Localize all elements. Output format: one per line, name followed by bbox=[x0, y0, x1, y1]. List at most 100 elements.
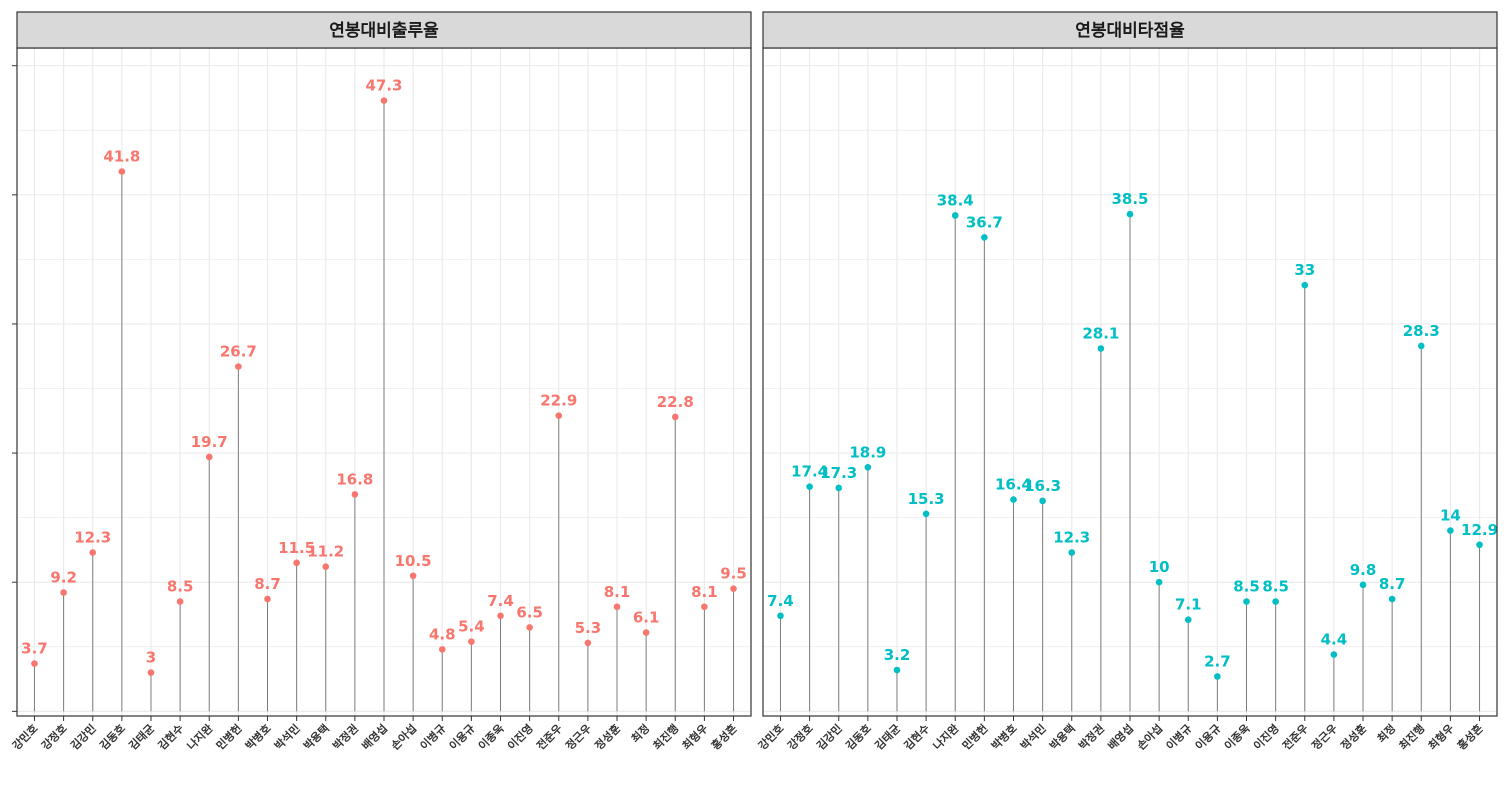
x-tick-label: 손아섭 bbox=[388, 721, 419, 752]
data-label: 17.3 bbox=[820, 464, 857, 482]
x-tick-label: 김동호 bbox=[97, 721, 128, 752]
lollipop-point bbox=[730, 585, 737, 592]
lollipop-point bbox=[613, 603, 621, 611]
x-tick-label: 최진행 bbox=[650, 721, 681, 752]
lollipop-point bbox=[1417, 342, 1425, 350]
x-tick-label: 이병규 bbox=[1163, 721, 1194, 752]
data-label: 3.7 bbox=[21, 640, 48, 658]
lollipop-point bbox=[777, 612, 784, 620]
data-label: 8.5 bbox=[167, 578, 194, 596]
lollipop-point bbox=[1097, 345, 1105, 352]
lollipop-point bbox=[1359, 581, 1367, 589]
x-tick-label: 이종욱 bbox=[475, 721, 506, 752]
data-label: 8.1 bbox=[604, 583, 631, 601]
data-label: 47.3 bbox=[365, 77, 402, 95]
x-tick-label: 박정권 bbox=[1076, 721, 1107, 752]
lollipop-point bbox=[438, 646, 446, 653]
data-label: 11.5 bbox=[278, 539, 315, 557]
facet-title: 연봉대비타점율 bbox=[1075, 21, 1185, 41]
data-label: 38.5 bbox=[1111, 190, 1148, 208]
panel-rbi-rate: 7.4 17.417.3 18.9 3.2 15.3 38.4 36.7 16.416.3 12… bbox=[755, 11, 1498, 753]
lollipop-point bbox=[380, 97, 388, 104]
data-label: 12.9 bbox=[1461, 521, 1498, 539]
x-tick-label: 정근우 bbox=[563, 721, 594, 752]
lollipop-point bbox=[1272, 598, 1279, 605]
lollipop-point bbox=[1155, 578, 1163, 586]
data-label: 28.3 bbox=[1403, 322, 1440, 340]
lollipop-point bbox=[555, 412, 563, 419]
lollipop-point bbox=[1301, 281, 1309, 289]
data-label: 41.8 bbox=[103, 148, 140, 166]
data-label: 36.7 bbox=[966, 213, 1003, 231]
lollipop-point bbox=[671, 413, 679, 421]
data-label: 8.5 bbox=[1233, 578, 1260, 596]
x-tick-label: 정성훈 bbox=[1338, 721, 1369, 752]
data-label: 4.8 bbox=[429, 625, 456, 643]
data-label: 7.4 bbox=[767, 592, 794, 610]
lollipop-point bbox=[1447, 527, 1454, 534]
data-label: 12.3 bbox=[1053, 529, 1090, 547]
x-tick-label: 박석민 bbox=[1017, 721, 1048, 752]
lollipop-point bbox=[351, 491, 359, 498]
panel-on-base-pct: 3.7 9.2 12.3 41.8 3 8.5 19.7 26.7 8.7 11.511.2 16.… bbox=[9, 11, 752, 753]
data-label: 16.8 bbox=[336, 470, 373, 488]
x-tick-label: 강정호 bbox=[784, 721, 815, 752]
lollipop-point bbox=[1214, 673, 1221, 680]
lollipop-point bbox=[893, 666, 901, 674]
lollipop-point bbox=[31, 660, 38, 667]
data-label: 33 bbox=[1294, 261, 1315, 279]
facet-title: 연봉대비출루율 bbox=[329, 21, 439, 41]
facet-strip bbox=[762, 11, 1498, 49]
x-tick-label: 이용규 bbox=[1192, 721, 1223, 752]
x-tick-label: 전준우 bbox=[534, 721, 565, 752]
data-label: 3.2 bbox=[884, 646, 911, 664]
data-label: 38.4 bbox=[937, 191, 974, 209]
data-label: 8.5 bbox=[1262, 578, 1289, 596]
x-tick-label: 이용규 bbox=[446, 721, 477, 752]
x-tick-label: 최정 bbox=[1374, 721, 1398, 745]
data-label: 18.9 bbox=[849, 443, 886, 461]
data-label: 12.3 bbox=[74, 529, 111, 547]
x-tick-label: 민병헌 bbox=[213, 721, 244, 752]
x-tick-label: 나지완 bbox=[930, 721, 961, 752]
data-label: 10 bbox=[1149, 558, 1170, 576]
data-label: 5.3 bbox=[575, 619, 602, 637]
lollipop-point bbox=[584, 639, 592, 647]
data-label: 8.7 bbox=[1379, 575, 1406, 593]
data-label: 9.5 bbox=[720, 565, 747, 583]
lollipop-point bbox=[835, 484, 843, 492]
lollipop-point bbox=[468, 638, 475, 645]
data-label: 4.4 bbox=[1321, 631, 1348, 649]
lollipop-point bbox=[409, 572, 417, 580]
lollipop-point bbox=[118, 168, 126, 175]
x-tick-label: 김강민 bbox=[813, 721, 844, 752]
x-tick-label: 배영섭 bbox=[1105, 721, 1136, 752]
data-label: 28.1 bbox=[1082, 324, 1119, 342]
lollipop-point bbox=[1330, 651, 1338, 658]
x-tick-label: 이병규 bbox=[417, 721, 448, 752]
x-tick-label: 김태균 bbox=[872, 721, 903, 752]
x-tick-label: 강민호 bbox=[755, 721, 786, 752]
x-tick-label: 정성훈 bbox=[592, 721, 623, 752]
x-tick-label: 김태균 bbox=[126, 721, 157, 752]
data-label: 17.4 bbox=[791, 463, 828, 481]
data-label: 7.1 bbox=[1175, 596, 1202, 614]
data-label: 15.3 bbox=[908, 490, 945, 508]
lollipop-point bbox=[642, 629, 650, 636]
lollipop-point bbox=[1039, 497, 1046, 505]
x-tick-label: 홍성흔 bbox=[708, 721, 739, 752]
x-tick-label: 박병호 bbox=[242, 721, 273, 752]
data-label: 11.2 bbox=[307, 543, 344, 561]
lollipop-point bbox=[1068, 549, 1076, 556]
data-label: 8.1 bbox=[691, 583, 718, 601]
lollipop-point bbox=[1243, 598, 1250, 605]
lollipop-point bbox=[1010, 496, 1017, 503]
x-tick-label: 이진영 bbox=[504, 721, 535, 752]
lollipop-point bbox=[526, 624, 533, 631]
data-label: 9.2 bbox=[50, 569, 77, 587]
x-tick-label: 최진행 bbox=[1396, 721, 1427, 752]
data-label: 2.7 bbox=[1204, 652, 1231, 670]
x-tick-label: 박용택 bbox=[300, 721, 331, 752]
lollipop-point bbox=[89, 549, 97, 556]
lollipop-point bbox=[264, 595, 271, 603]
